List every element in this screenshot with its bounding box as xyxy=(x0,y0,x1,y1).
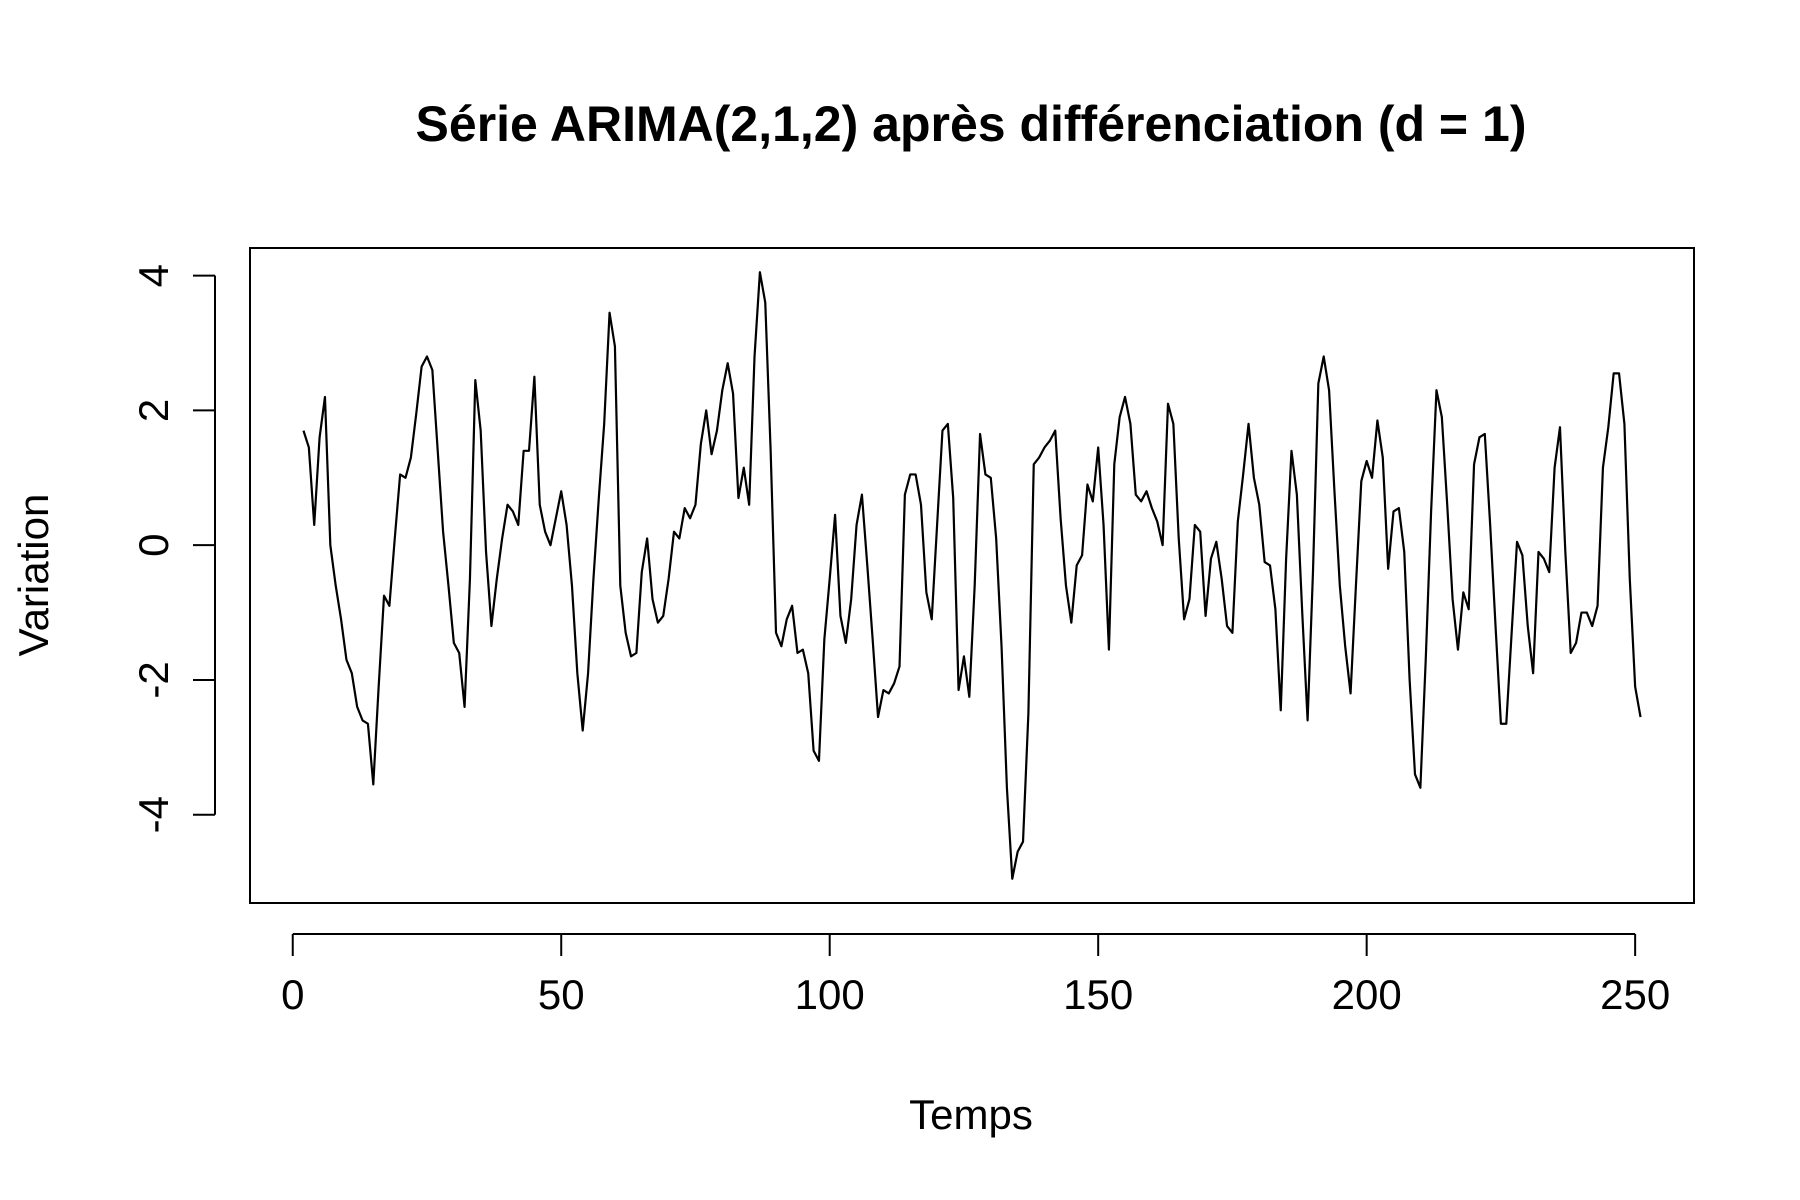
x-tick-label: 50 xyxy=(538,971,585,1018)
y-tick-label: 0 xyxy=(130,533,177,556)
chart-title: Série ARIMA(2,1,2) après différenciation… xyxy=(416,96,1527,152)
x-tick-label: 100 xyxy=(795,971,865,1018)
y-tick-label: -2 xyxy=(130,661,177,698)
x-tick-label: 0 xyxy=(281,971,304,1018)
y-tick-label: 4 xyxy=(130,264,177,287)
y-tick-label: -4 xyxy=(130,796,177,833)
x-axis-label: Temps xyxy=(909,1091,1033,1138)
x-tick-label: 200 xyxy=(1332,971,1402,1018)
series-line xyxy=(302,271,1642,880)
x-tick-label: 250 xyxy=(1600,971,1670,1018)
x-tick-label: 150 xyxy=(1063,971,1133,1018)
y-axis-label: Variation xyxy=(10,494,57,657)
plot-frame xyxy=(249,247,1695,904)
y-tick-label: 2 xyxy=(130,399,177,422)
